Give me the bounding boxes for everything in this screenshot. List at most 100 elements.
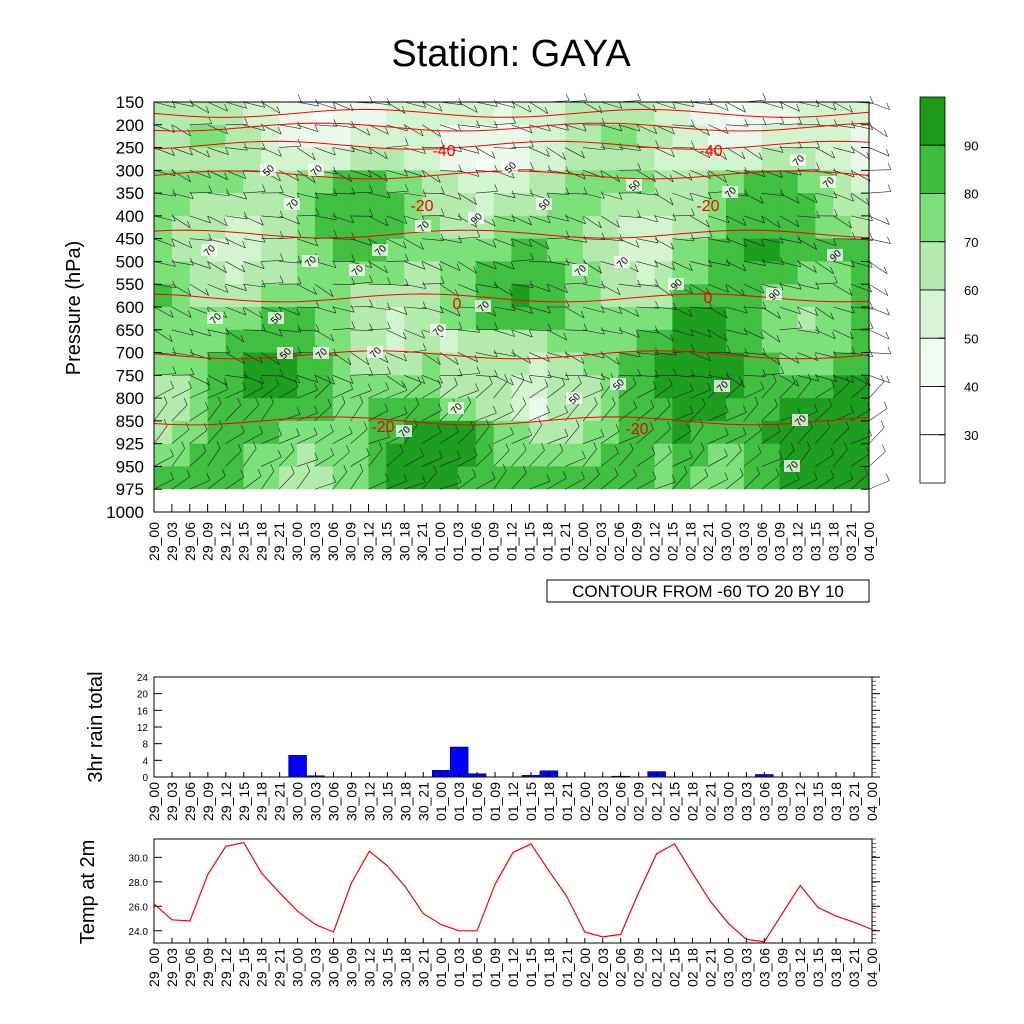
humidity-cell <box>726 147 745 171</box>
wind-barb-flag <box>885 149 890 157</box>
wind-barb <box>296 471 311 490</box>
humidity-cell <box>422 443 441 468</box>
humidity-label-bg <box>536 198 552 210</box>
humidity-cell <box>154 443 173 468</box>
wind-barb-flag <box>186 469 191 477</box>
wind-barb-flag <box>690 99 695 107</box>
wind-barb-flag <box>744 327 748 336</box>
wind-barb-flag <box>252 441 257 449</box>
wind-barb-flag <box>188 240 193 249</box>
humidity-cell <box>368 398 387 422</box>
humidity-cell <box>815 375 834 399</box>
humidity-cell <box>297 375 316 399</box>
humidity-cell <box>261 170 280 194</box>
wind-barb-flag <box>650 422 654 430</box>
wind-barb-flag <box>172 213 176 222</box>
wind-barb-flag <box>261 123 265 131</box>
wind-barb <box>261 215 284 218</box>
wind-barb <box>672 472 688 490</box>
x-tick-label: 01_21 <box>559 948 575 987</box>
wind-barb <box>511 352 531 364</box>
wind-barb-flag <box>830 447 835 455</box>
x-tick-label: 01_15 <box>523 948 539 987</box>
x-tick-label: 30_09 <box>343 948 359 987</box>
humidity-cell <box>350 102 370 126</box>
wind-barb-flag <box>421 262 426 270</box>
humidity-cell <box>422 170 441 194</box>
humidity-cell <box>833 420 852 445</box>
wind-barb <box>457 236 480 239</box>
humidity-cell <box>511 420 530 445</box>
humidity-cell <box>743 238 763 263</box>
wind-barb-flag <box>296 217 300 225</box>
wind-barb-flag <box>772 374 777 382</box>
humidity-cell <box>457 352 477 376</box>
wind-barb <box>243 191 266 194</box>
wind-barb <box>386 480 407 490</box>
humidity-cell <box>690 466 709 490</box>
wind-barb <box>439 261 461 271</box>
wind-barb-flag <box>332 475 337 483</box>
wind-barb-flag <box>420 448 424 456</box>
wind-barb-flag <box>473 266 477 274</box>
wind-barb <box>654 481 676 490</box>
humidity-cell <box>440 466 459 490</box>
humidity-cell <box>726 352 745 376</box>
wind-barb <box>368 170 388 182</box>
wind-barb-flag <box>511 214 516 222</box>
wind-barb-flag <box>780 257 784 265</box>
wind-barb-flag <box>223 310 227 319</box>
humidity-cell <box>690 238 709 263</box>
wind-barb-flag <box>172 347 177 355</box>
wind-barb <box>207 283 229 293</box>
humidity-cell <box>261 466 280 490</box>
wind-barb-flag <box>850 405 854 413</box>
wind-barb-flag <box>583 187 588 195</box>
wind-barb <box>171 261 194 266</box>
colorbar-box <box>919 386 946 436</box>
wind-barb <box>815 306 834 320</box>
humidity-cell <box>815 193 834 217</box>
humidity-cell <box>171 102 191 126</box>
time-tick-label: 01_09 <box>486 522 502 561</box>
humidity-cell <box>475 466 495 490</box>
wind-barb <box>279 215 300 225</box>
wind-barb-flag <box>512 349 516 357</box>
time-tick-label: 30_15 <box>378 522 394 561</box>
humidity-cell <box>529 170 548 194</box>
wind-barb <box>439 192 462 200</box>
wind-barb <box>493 215 515 222</box>
wind-barb-flag <box>290 443 295 451</box>
humidity-cell <box>475 375 495 399</box>
wind-barb-flag <box>528 217 532 226</box>
humidity-cell <box>636 443 656 468</box>
humidity-cell <box>225 215 244 240</box>
wind-barb <box>564 426 580 444</box>
wind-barb-flag <box>724 427 729 435</box>
wind-barb <box>511 124 533 134</box>
wind-barb <box>350 306 373 308</box>
wind-barb <box>761 306 781 319</box>
wind-barb <box>225 476 244 490</box>
wind-barb-flag <box>774 398 778 406</box>
x-tick-label: 01_18 <box>541 782 557 821</box>
wind-barb-flag <box>279 253 284 261</box>
wind-barb <box>690 375 713 379</box>
colorbar-box <box>919 241 946 291</box>
wind-barb <box>529 147 550 157</box>
wind-barb-flag <box>689 263 693 271</box>
wind-barb-flag <box>403 332 407 340</box>
humidity-cell <box>547 420 566 445</box>
wind-barb-flag <box>611 397 616 405</box>
wind-barb <box>368 410 389 422</box>
wind-barb <box>493 101 515 108</box>
humidity-cell <box>243 466 262 490</box>
wind-barb <box>868 191 891 194</box>
wind-barb-flag <box>779 170 783 178</box>
x-tick-label: 01_00 <box>433 782 449 821</box>
wind-barb-flag <box>347 357 352 365</box>
time-tick-label: 30_18 <box>396 522 412 561</box>
y-tick-label: 20 <box>137 690 149 701</box>
humidity-cell <box>457 193 477 217</box>
humidity-cell <box>279 284 298 308</box>
